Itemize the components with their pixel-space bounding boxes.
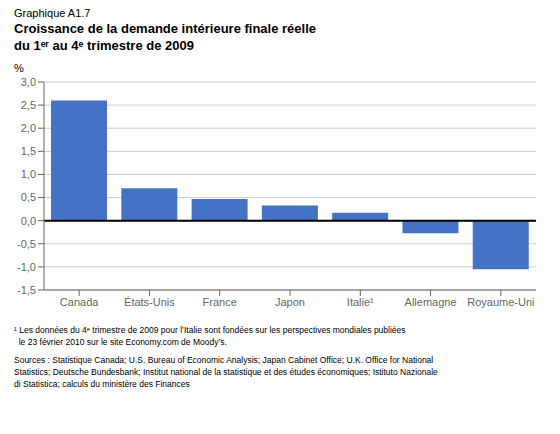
svg-text:-1,5: -1,5 [17,284,36,296]
svg-text:1,5: 1,5 [21,145,36,157]
svg-text:0,5: 0,5 [21,191,36,203]
svg-text:-0,5: -0,5 [17,238,36,250]
svg-text:États-Unis: États-Unis [124,296,175,308]
svg-text:Japon: Japon [275,296,305,308]
svg-text:Canada: Canada [60,296,99,308]
svg-text:Italie¹: Italie¹ [347,296,374,308]
svg-text:France: France [203,296,237,308]
svg-text:Royaume-Uni: Royaume-Uni [467,296,534,308]
html-text:du 1ᵉʳ au 4ᵉ trimestre de 2009: du 1ᵉʳ au 4ᵉ trimestre de 2009 [14,38,194,53]
svg-text:1,0: 1,0 [21,168,36,180]
svg-text:-1,0: -1,0 [17,261,36,273]
html-text:Croissance de la demande intér: Croissance de la demande intérieure fina… [14,21,316,36]
svg-text:Allemagne: Allemagne [405,296,457,308]
html-text:Graphique A1.7: Graphique A1.7 [14,7,91,19]
svg-text:0,0: 0,0 [21,215,36,227]
svg-text:2,0: 2,0 [21,122,36,134]
svg-text:3,0: 3,0 [21,76,36,88]
svg-text:2,5: 2,5 [21,99,36,111]
html-text:Sources : Statistique Canada;: Sources : Statistique Canada; U.S. Burea… [14,355,438,389]
html-text:¹ Les données du 4ᵉ trimestre: ¹ Les données du 4ᵉ trimestre de 2009 po… [14,325,406,347]
